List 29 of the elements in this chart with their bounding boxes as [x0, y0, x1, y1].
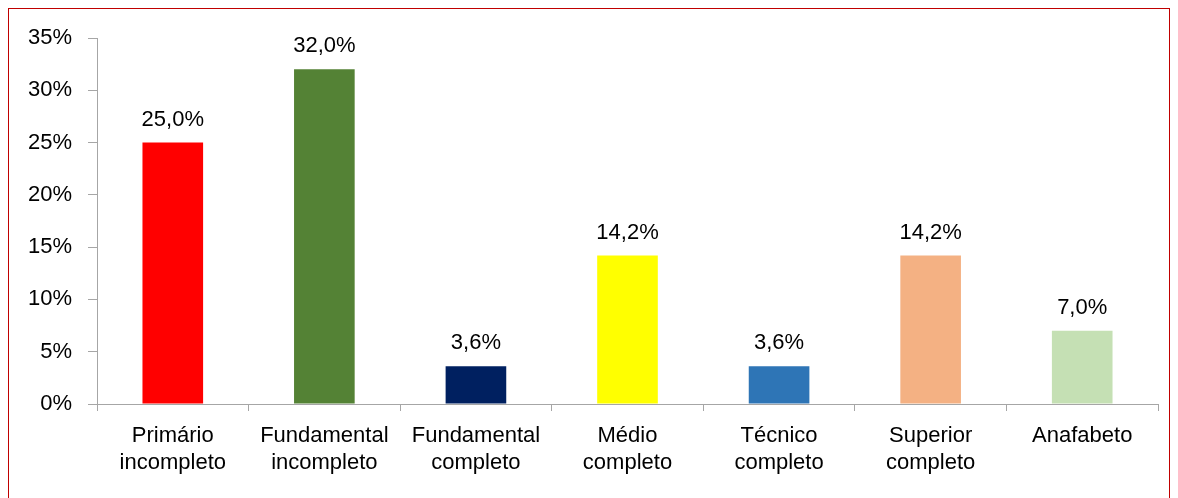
bar: [1051, 330, 1113, 404]
y-tick-label: 20%: [27, 180, 72, 206]
bar: [294, 69, 355, 404]
bar: [748, 366, 810, 404]
x-tick-label: Primário incompleto: [119, 422, 226, 474]
data-label: 14,2%: [596, 218, 659, 244]
bar: [900, 255, 961, 404]
x-tick-label: Anafabeto: [1032, 422, 1133, 448]
x-tick-label: Superior completo: [886, 422, 976, 474]
bar: [142, 142, 204, 404]
y-tick-label: 35%: [27, 24, 72, 50]
data-label: 14,2%: [899, 218, 962, 244]
x-tick-label: Médio completo: [582, 422, 673, 474]
bar: [445, 366, 507, 404]
y-tick-label: 5%: [40, 337, 72, 363]
bar: [597, 255, 658, 404]
x-tick-label: Fundamental completo: [411, 422, 541, 474]
data-label: 7,0%: [1057, 293, 1108, 319]
data-label: 25,0%: [141, 105, 204, 131]
y-tick-label: 15%: [27, 233, 72, 259]
y-tick-label: 25%: [27, 128, 72, 154]
data-label: 3,6%: [450, 329, 502, 355]
data-label: 3,6%: [753, 329, 805, 355]
x-tick-label: Fundamental incompleto: [260, 422, 389, 474]
y-tick-label: 10%: [27, 285, 72, 311]
data-label: 32,0%: [293, 32, 356, 58]
y-tick-label: 0%: [40, 390, 72, 416]
x-tick-label: Técnico completo: [734, 422, 824, 474]
y-tick-label: 30%: [27, 76, 72, 102]
